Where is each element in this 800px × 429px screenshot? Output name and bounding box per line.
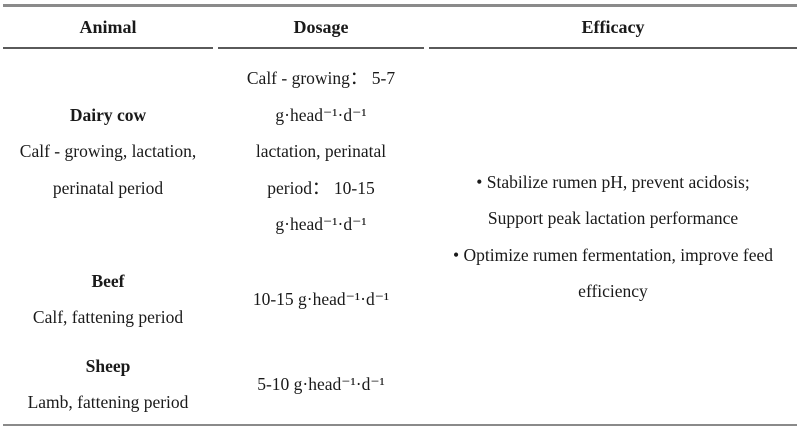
efficacy-line: efficiency bbox=[578, 281, 648, 301]
dosage-line: g·head⁻¹·d⁻¹ bbox=[275, 104, 367, 125]
animal-detail-line: perinatal period bbox=[52, 177, 164, 198]
animal-detail-line: Calf - growing, lactation, bbox=[19, 141, 197, 162]
dosage-line: g·head⁻¹·d⁻¹ bbox=[275, 214, 367, 235]
animal-detail-line: Lamb, fattening period bbox=[27, 392, 189, 412]
dosage-line: 5-10 g·head⁻¹·d⁻¹ bbox=[257, 373, 385, 394]
dosage-line: lactation, perinatal bbox=[255, 141, 387, 162]
efficacy-line: • Optimize rumen fermentation, improve f… bbox=[452, 244, 774, 265]
animal-name: Dairy cow bbox=[69, 104, 147, 125]
animal-name: Beef bbox=[91, 270, 125, 291]
table-grid: Animal Dosage Efficacy Dairy cow Calf - … bbox=[3, 4, 797, 426]
column-header-animal: Animal bbox=[3, 7, 213, 49]
column-header-efficacy-label: Efficacy bbox=[581, 16, 645, 37]
column-header-dosage-label: Dosage bbox=[293, 16, 349, 37]
column-header-animal-label: Animal bbox=[79, 16, 137, 37]
efficacy-cell: • Stabilize rumen pH, prevent acidosis; … bbox=[429, 49, 797, 424]
animal-cell-sheep: Sheep Lamb, fattening period bbox=[3, 344, 213, 424]
dosage-line: Calf - growing： 5-7 bbox=[246, 68, 396, 89]
efficacy-line: • Stabilize rumen pH, prevent acidosis; bbox=[476, 171, 750, 192]
animal-cell-beef: Beef Calf, fattening period bbox=[3, 254, 213, 344]
dosage-line: period： 10-15 bbox=[267, 177, 375, 198]
dosage-cell-dairy-cow: Calf - growing： 5-7 g·head⁻¹·d⁻¹ lactati… bbox=[218, 49, 424, 254]
animal-detail-line: Calf, fattening period bbox=[32, 307, 184, 327]
animal-cell-dairy-cow: Dairy cow Calf - growing, lactation, per… bbox=[3, 49, 213, 254]
animal-name: Sheep bbox=[85, 355, 131, 376]
efficacy-line: Support peak lactation performance bbox=[487, 208, 739, 228]
dosage-cell-beef: 10-15 g·head⁻¹·d⁻¹ bbox=[218, 254, 424, 344]
dosage-line: 10-15 g·head⁻¹·d⁻¹ bbox=[252, 288, 390, 309]
column-header-dosage: Dosage bbox=[218, 7, 424, 49]
column-header-efficacy: Efficacy bbox=[429, 7, 797, 49]
dosage-cell-sheep: 5-10 g·head⁻¹·d⁻¹ bbox=[218, 344, 424, 424]
